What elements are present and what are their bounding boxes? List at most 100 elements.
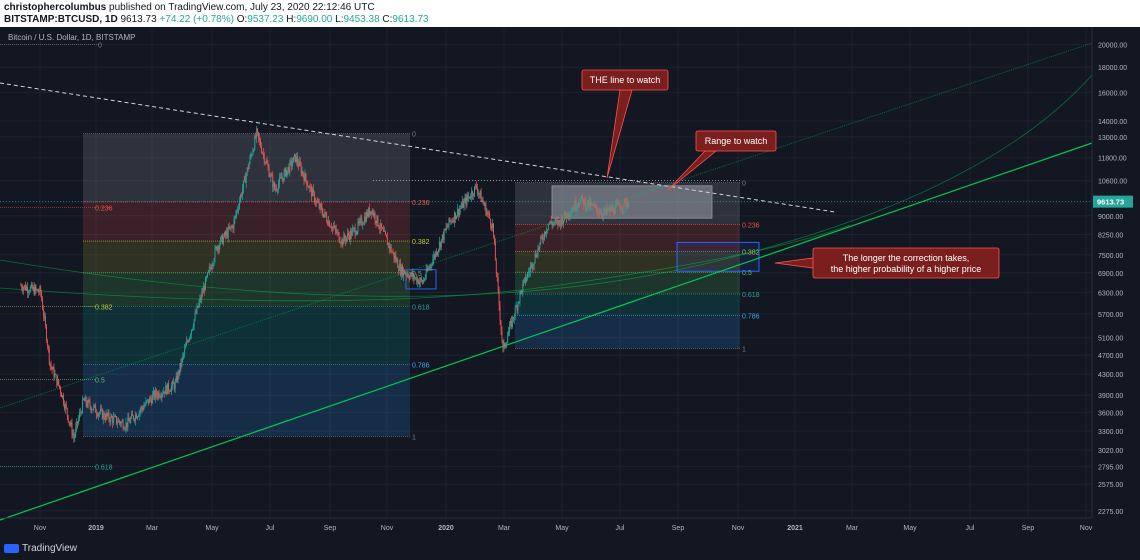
lower-curve: [0, 224, 851, 302]
candle-body: [303, 175, 305, 182]
symbol-label[interactable]: BITSTAMP:BTCUSD, 1D: [4, 14, 118, 25]
candle-body: [415, 277, 417, 279]
candle-body: [575, 200, 577, 209]
candle-body: [182, 355, 184, 359]
symbol-line: BITSTAMP:BTCUSD, 1D 9613.73 +74.22 (+0.7…: [4, 14, 429, 25]
candle-body: [241, 194, 242, 197]
candle-body: [260, 146, 262, 153]
candle-body: [369, 211, 371, 216]
price-change: +74.22 (+0.78%): [159, 14, 234, 25]
candle-body: [227, 227, 229, 238]
author-name[interactable]: christophercolumbus: [4, 2, 107, 13]
time-tick-label: Nov: [1080, 525, 1093, 532]
time-tick-label: Nov: [381, 525, 394, 532]
price-tick-label: 2275.00: [1098, 509, 1123, 516]
tradingview-logo[interactable]: TradingView: [4, 543, 77, 554]
candle-body: [582, 195, 583, 200]
candle-body: [208, 267, 210, 271]
candle-body: [402, 265, 403, 277]
candle-body: [417, 279, 419, 283]
time-tick-label: Sep: [672, 525, 685, 532]
candle-body: [242, 180, 244, 190]
candle-body: [222, 235, 224, 244]
candle-body: [81, 399, 83, 413]
candle-body: [421, 280, 423, 284]
annotation-correction-text: The longer the correction takes,: [843, 253, 970, 263]
candle-body: [302, 171, 304, 176]
candle-body: [378, 225, 380, 229]
candle-body: [412, 273, 414, 277]
candle-body: [76, 421, 78, 428]
candle-body: [498, 289, 500, 306]
candle-body: [38, 291, 40, 293]
candle-body: [430, 265, 432, 266]
candle-body: [407, 274, 409, 278]
candle-body: [485, 203, 487, 215]
candle-body: [271, 174, 273, 177]
candle-body: [115, 416, 116, 417]
candle-body: [420, 278, 421, 282]
candle-body: [416, 277, 418, 283]
candle-body: [321, 207, 323, 213]
last-price-badge-label: 9613.73: [1097, 198, 1124, 207]
candle-body: [578, 204, 580, 205]
candle-body: [160, 396, 162, 398]
candle-body: [452, 220, 454, 222]
candle-body: [491, 225, 492, 229]
candle-body: [168, 383, 170, 391]
fib-right-zone: [515, 251, 740, 273]
candle-body: [107, 412, 109, 416]
candle-body: [410, 272, 412, 276]
candle-body: [254, 136, 256, 150]
candle-body: [367, 208, 369, 217]
candle-body: [53, 367, 55, 378]
tradingview-icon: [4, 543, 19, 553]
candle-body: [349, 235, 350, 240]
candle-body: [532, 265, 534, 269]
candle-body: [559, 220, 561, 222]
candle-body: [477, 193, 479, 194]
resistance-trendline: [0, 82, 836, 213]
candle-body: [102, 412, 104, 420]
candle-body: [487, 212, 489, 214]
price-chart[interactable]: 0 0.236 0.382 0.5 0.618 0.786 1 0 0.236 0.382 0.5 0…: [0, 27, 1140, 538]
growth-curve: [0, 74, 1093, 297]
candle-body: [314, 201, 316, 203]
candle-body: [48, 347, 50, 363]
candle-body: [517, 302, 519, 310]
candle-body: [520, 290, 522, 293]
candle-body: [60, 387, 62, 393]
candle-body: [116, 416, 117, 424]
candle-body: [513, 316, 515, 319]
candle-body: [389, 245, 391, 249]
candle-body: [360, 218, 362, 220]
candle-body: [563, 220, 564, 225]
candle-body: [582, 199, 584, 206]
candle-body: [194, 312, 196, 320]
candle-body: [91, 409, 93, 411]
candle-body: [466, 195, 468, 205]
candle-body: [259, 137, 260, 141]
candle-body: [619, 206, 621, 210]
candle-body: [433, 254, 435, 260]
candle-body: [521, 290, 523, 293]
candle-body: [588, 199, 590, 207]
candle-body: [554, 219, 556, 223]
time-tick-label: Nov: [34, 525, 47, 532]
price-tick-label: 3020.00: [1098, 448, 1123, 455]
candle-body: [561, 217, 563, 226]
candle-body: [345, 238, 347, 242]
candle-body: [392, 252, 394, 253]
candle-body: [167, 383, 169, 395]
candle-body: [435, 251, 437, 258]
candle-body: [41, 292, 43, 301]
candle-body: [463, 200, 465, 208]
candle-body: [198, 302, 200, 308]
candle-body: [287, 166, 289, 171]
candle-body: [474, 185, 476, 187]
candle-body: [625, 200, 627, 207]
candle-body: [192, 326, 194, 329]
candle-body: [518, 301, 520, 303]
candle-body: [587, 200, 589, 207]
candle-body: [224, 232, 226, 236]
